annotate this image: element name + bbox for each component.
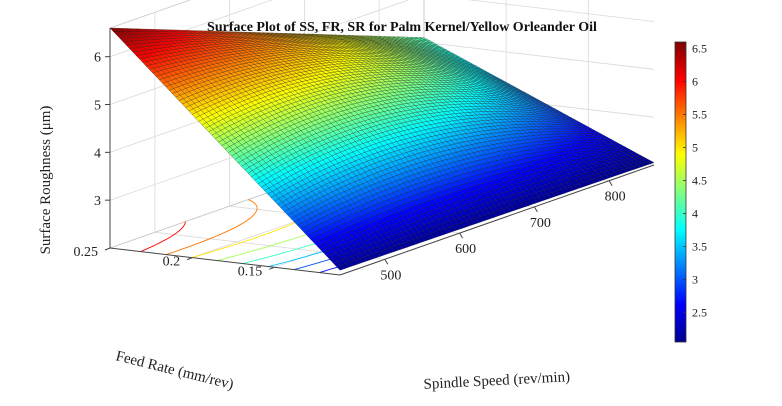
contour-line	[166, 199, 258, 256]
surface-mesh	[109, 27, 655, 271]
colorbar-tick-label: 6	[692, 75, 698, 89]
y-axis-label: Feed Rate (mm/rev)	[114, 348, 235, 393]
colorbar-tick-label: 4	[692, 206, 698, 220]
colorbar-tick-label: 4.5	[692, 173, 707, 187]
colorbar-tick-label: 6.5	[692, 42, 707, 56]
z-axis-label: Surface Roughness (μm)	[38, 106, 54, 255]
contour-line	[140, 221, 186, 253]
x-axis-label: Spindle Speed (rev/min)	[423, 369, 570, 393]
chart-title: Surface Plot of SS, FR, SR for Palm Kern…	[207, 20, 597, 35]
z-tick-label: 5	[94, 99, 101, 114]
grid-line-z	[109, 0, 274, 58]
y-tick-mark	[104, 247, 111, 251]
colorbar-tick-label: 2.5	[692, 305, 707, 319]
y-tick-mark	[269, 266, 275, 270]
x-tick-mark	[608, 180, 613, 186]
y-tick-mark	[186, 257, 193, 261]
y-tick-label: 0.25	[74, 245, 99, 260]
x-tick-mark	[533, 206, 538, 213]
y-axis-line	[109, 247, 341, 276]
x-tick-mark	[384, 259, 389, 265]
x-tick-label: 500	[380, 268, 401, 283]
colorbar-tick-label: 3.5	[692, 239, 707, 253]
z-tick-label: 4	[94, 146, 101, 161]
colorbar-tick-label: 3	[692, 272, 698, 286]
x-tick-label: 700	[530, 216, 551, 231]
z-tick-label: 3	[94, 194, 101, 209]
colorbar	[674, 41, 687, 343]
colorbar-ticks: 6.5 6 5.5 5 4.5 4 3.5 3 2.5	[683, 42, 707, 319]
colorbar-tick-label: 5.5	[692, 108, 707, 122]
y-tick-label: 0.15	[238, 264, 263, 279]
z-tick-label: 6	[94, 51, 101, 66]
colorbar-tick-label: 5	[692, 140, 698, 154]
x-tick-label: 600	[455, 242, 476, 257]
x-tick-mark	[459, 232, 464, 239]
y-tick-label: 0.2	[163, 255, 181, 270]
x-tick-label: 800	[605, 190, 626, 205]
